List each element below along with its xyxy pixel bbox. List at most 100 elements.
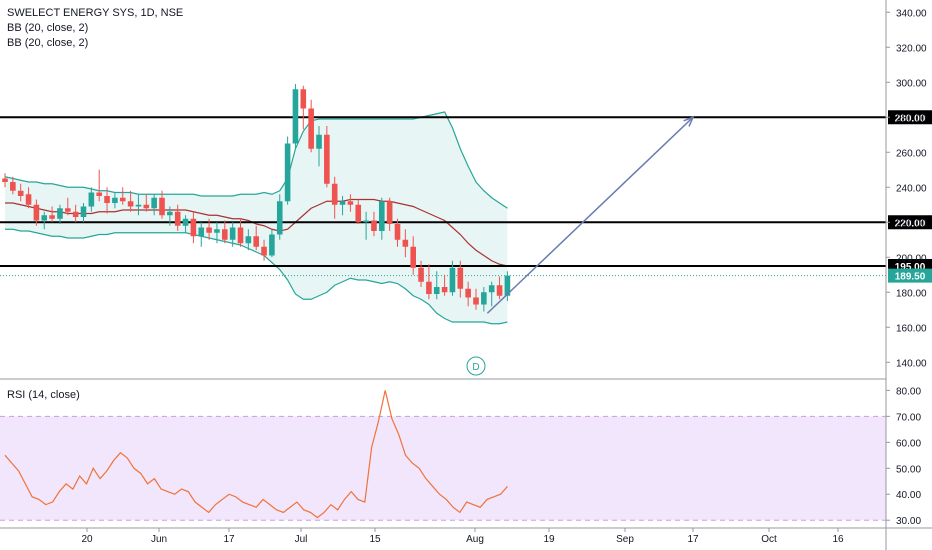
candle-body: [465, 288, 471, 298]
candle: [276, 194, 283, 240]
candle-body: [190, 218, 197, 237]
trend-arrow-line[interactable]: [486, 116, 694, 314]
candle: [10, 176, 16, 195]
candle-body: [253, 236, 259, 247]
candle-body: [386, 201, 393, 224]
candle-body: [261, 246, 267, 256]
candle: [496, 276, 503, 300]
rsi-tick-label: 40.00: [896, 490, 921, 501]
candle-body: [284, 143, 291, 202]
price-tick-label: 300.00: [896, 78, 927, 89]
candle-body: [331, 183, 338, 205]
candle: [371, 211, 377, 237]
candle-body: [72, 211, 79, 217]
candle: [473, 288, 479, 310]
candle-body: [473, 297, 479, 305]
trend-arrow-head[interactable]: [683, 115, 695, 127]
candle-body: [88, 192, 95, 207]
candle-body: [229, 227, 236, 240]
dividend-event-marker[interactable]: D: [466, 356, 486, 376]
candle: [347, 194, 354, 212]
candle-body: [433, 287, 440, 294]
time-tick-label: 17: [687, 534, 699, 545]
candle: [379, 197, 385, 240]
candle-body: [2, 178, 8, 182]
dividend-marker-circle[interactable]: [466, 356, 486, 376]
candle-body: [402, 239, 409, 247]
candle: [135, 194, 142, 216]
candle-body: [496, 285, 503, 296]
candle: [17, 183, 24, 202]
level-label: 220.00: [895, 218, 926, 229]
candle-body: [449, 267, 456, 293]
symbol-title[interactable]: SWELECT ENERGY SYS, 1D, NSE: [7, 7, 184, 19]
candle-body: [410, 246, 416, 268]
rsi-indicator-label[interactable]: RSI (14, close): [7, 389, 80, 401]
candle: [261, 239, 267, 261]
price-tick-label: 260.00: [896, 148, 927, 159]
candle-body: [245, 236, 252, 244]
candle: [206, 218, 212, 240]
candle-body: [135, 204, 142, 207]
candle: [198, 222, 205, 247]
price-tick-label: 160.00: [896, 323, 927, 334]
trend-arrow[interactable]: [486, 115, 695, 314]
candle-body: [25, 194, 32, 205]
candle: [190, 211, 197, 244]
candle: [324, 126, 330, 188]
bb-fill: [5, 112, 508, 324]
level-label: 195.00: [895, 262, 926, 273]
candle: [112, 192, 118, 209]
level-label-bg: [888, 110, 932, 125]
candle-body: [316, 134, 322, 149]
candle: [151, 194, 157, 216]
candle: [331, 176, 338, 219]
candle: [386, 197, 393, 231]
price-tick-label: 240.00: [896, 183, 927, 194]
candle-body: [394, 224, 401, 240]
candle-body: [174, 211, 181, 226]
candle: [237, 218, 244, 247]
bb-indicator-label-2[interactable]: BB (20, close, 2): [7, 37, 89, 49]
candle: [402, 229, 409, 258]
candle: [441, 274, 448, 296]
candle: [481, 287, 487, 312]
rsi-legend: RSI (14, close): [7, 388, 80, 403]
candle: [80, 203, 87, 223]
candle: [143, 194, 150, 212]
candle-body: [269, 234, 275, 256]
price-tick-label: 140.00: [896, 358, 927, 369]
candle: [457, 260, 464, 298]
candle: [504, 271, 511, 301]
time-tick-label: 16: [832, 534, 844, 545]
rsi-line: [4, 390, 508, 519]
level-lines[interactable]: [0, 116, 886, 277]
candle-body: [481, 292, 487, 305]
bb-basis-line: [5, 198, 508, 267]
candle-body: [159, 197, 165, 216]
candle-body: [57, 208, 63, 219]
candle: [253, 225, 259, 251]
candle: [292, 84, 299, 149]
bb-lower-line: [5, 228, 508, 325]
candle: [229, 222, 236, 247]
candle: [449, 260, 456, 296]
candle-body: [292, 89, 299, 144]
level-label-bg: [888, 215, 932, 230]
time-tick-label: 17: [223, 534, 235, 545]
candle: [394, 218, 401, 247]
bb-indicator-label-1[interactable]: BB (20, close, 2): [7, 22, 89, 34]
time-tick-label: 20: [81, 534, 93, 545]
candle: [41, 211, 48, 230]
time-tick-label: 19: [543, 534, 555, 545]
candle: [88, 187, 95, 212]
candle-body: [206, 227, 212, 233]
price-tick-label: 220.00: [896, 218, 927, 229]
candle: [316, 126, 322, 167]
candle: [363, 211, 369, 240]
candlesticks: [2, 84, 511, 312]
candle-body: [418, 267, 424, 282]
candle-body: [371, 220, 377, 231]
